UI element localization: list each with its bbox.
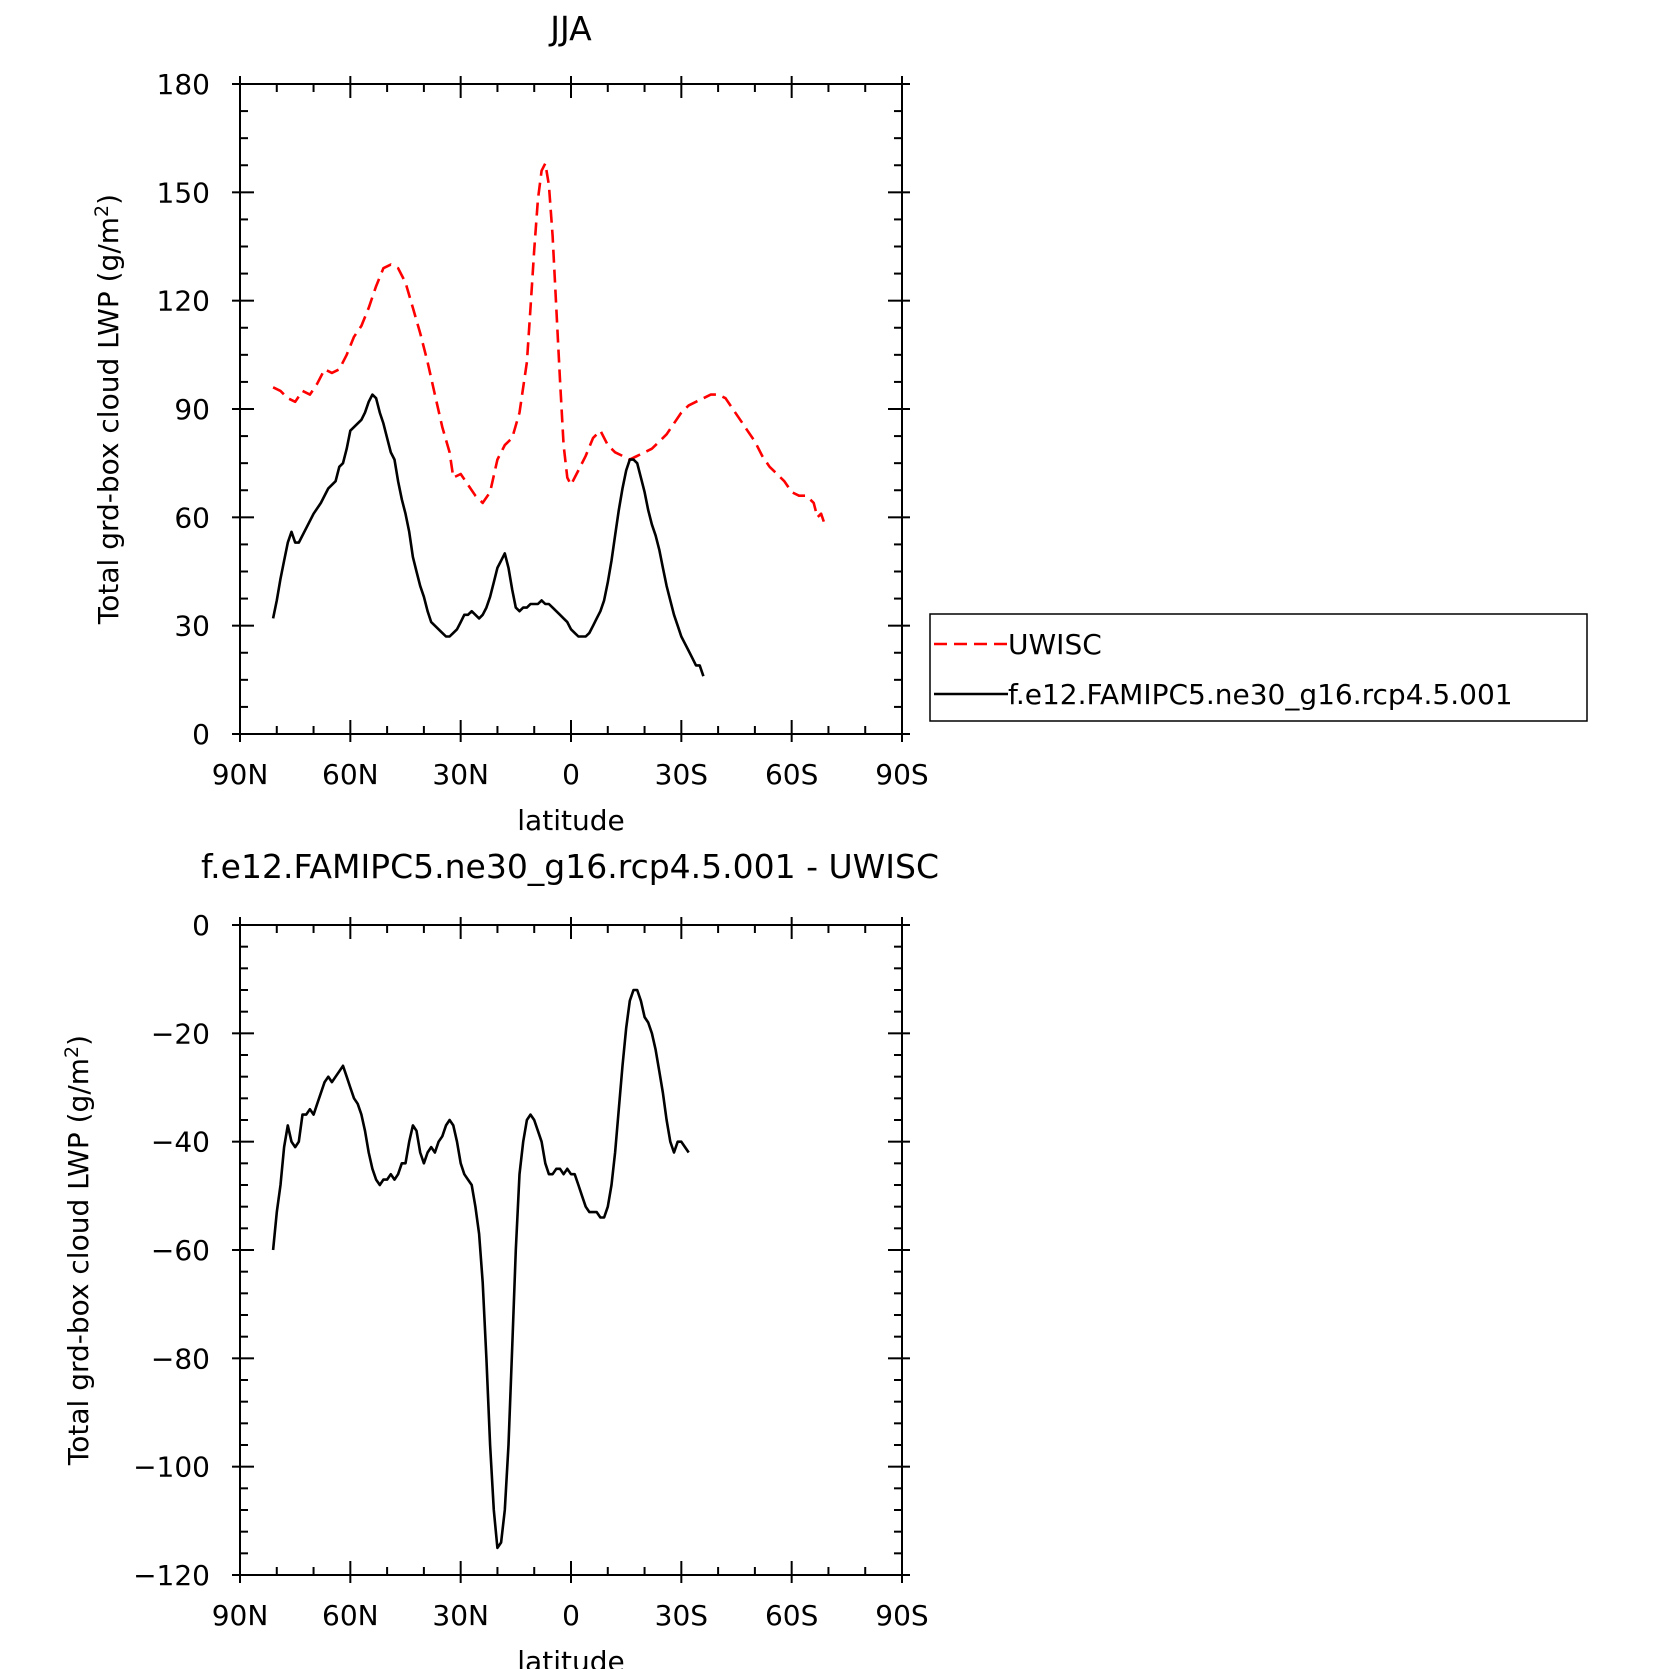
- legend-box: [929, 613, 1588, 722]
- x-tick-label: 60N: [322, 1599, 379, 1632]
- x-tick-label: 90N: [212, 758, 269, 791]
- x-tick-label: 90N: [212, 1599, 269, 1632]
- x-tick-label: 60S: [765, 1599, 818, 1632]
- x-axis-label: latitude: [517, 804, 624, 837]
- y-axis-label: Total grd-box cloud LWP (g/m2): [91, 194, 125, 625]
- x-tick-label: 30N: [432, 1599, 489, 1632]
- x-tick-label: 60N: [322, 758, 379, 791]
- y-tick-label: 180: [157, 68, 210, 101]
- chart-title: JJA: [548, 9, 592, 48]
- y-tick-label: −120: [133, 1559, 210, 1592]
- y-tick-label: 150: [157, 176, 210, 209]
- x-axis-label: latitude: [517, 1645, 624, 1669]
- top-chart-panel: 90N 60N 30N 0 30S 60S 90S 0 30 60 90 120 150 180 JJA la…: [91, 9, 929, 837]
- x-tick-label: 30N: [432, 758, 489, 791]
- series-line-model: [271, 393, 705, 677]
- series-line-uwisc: [272, 162, 827, 526]
- x-tick-label: 90S: [875, 1599, 928, 1632]
- y-tick-label: −100: [133, 1451, 210, 1484]
- y-tick-label: 0: [192, 718, 210, 751]
- x-tick-label: 30S: [655, 758, 708, 791]
- legend: UWISC f.e12.FAMIPC5.ne30_g16.rcp4.5.001: [929, 613, 1588, 722]
- plot-frame: [239, 924, 903, 1576]
- plot-frame: [239, 83, 903, 735]
- x-tick-label: 30S: [655, 1599, 708, 1632]
- y-tick-label: −40: [151, 1126, 210, 1159]
- y-tick-label: 0: [192, 909, 210, 942]
- y-tick-label: 90: [174, 393, 210, 426]
- series-line-difference: [271, 988, 690, 1550]
- bottom-chart-panel: 90N 60N 30N 0 30S 60S 90S 0 −20 −40 −60 −80 −100 −120…: [61, 847, 939, 1669]
- x-tick-label: 60S: [765, 758, 818, 791]
- y-tick-label: −60: [151, 1234, 210, 1267]
- chart-title: f.e12.FAMIPC5.ne30_g16.rcp4.5.001 - UWIS…: [201, 847, 939, 886]
- legend-label-uwisc: UWISC: [1008, 628, 1102, 661]
- y-tick-label: 120: [157, 285, 210, 318]
- y-tick-label: −80: [151, 1342, 210, 1375]
- y-tick-label: 60: [174, 501, 210, 534]
- y-axis-label: Total grd-box cloud LWP (g/m2): [61, 1035, 95, 1466]
- y-tick-label: −20: [151, 1017, 210, 1050]
- y-tick-label: 30: [174, 610, 210, 643]
- x-tick-label: 0: [562, 1599, 580, 1632]
- x-tick-label: 90S: [875, 758, 928, 791]
- x-tick-label: 0: [562, 758, 580, 791]
- legend-label-model: f.e12.FAMIPC5.ne30_g16.rcp4.5.001: [1008, 678, 1513, 711]
